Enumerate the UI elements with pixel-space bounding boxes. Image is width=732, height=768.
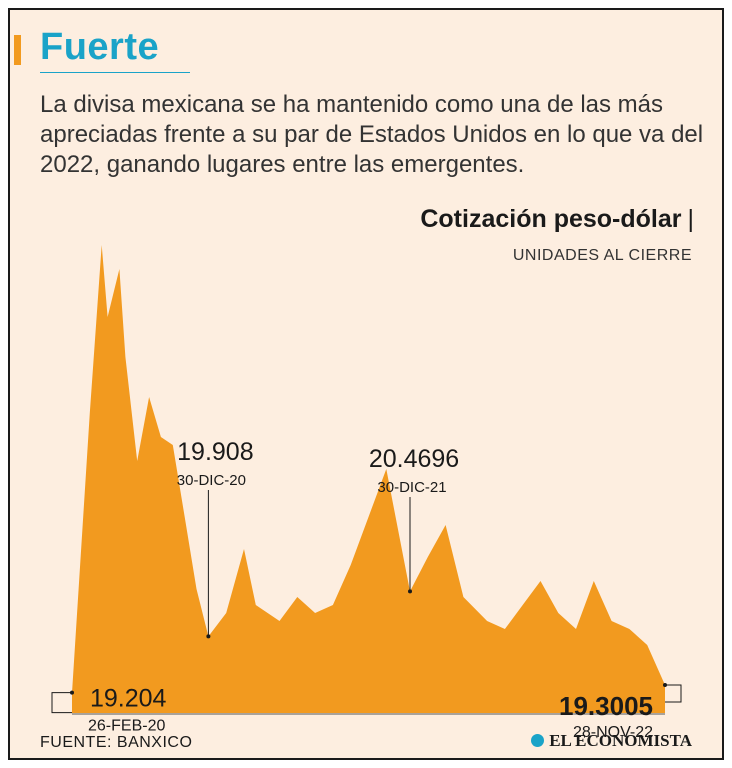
data-label-date: 30-DIC-20 [177, 472, 246, 489]
infographic-card: Fuerte La divisa mexicana se ha mantenid… [8, 8, 724, 760]
data-label-value: 19.204 [90, 685, 167, 713]
data-label-value: 19.908 [177, 438, 253, 466]
headline-rule [40, 72, 190, 73]
data-label-date: 28-NOV-22 [573, 724, 653, 741]
data-label-date: 30-DIC-21 [377, 479, 446, 496]
data-label-value: 19.3005 [559, 691, 653, 721]
data-label-date: 26-FEB-20 [88, 718, 165, 735]
point-marker [408, 589, 413, 594]
callout-bracket [51, 692, 72, 714]
headline-accent-bar [14, 35, 21, 65]
chart-subtitle: UNIDADES AL CIERRE [512, 247, 692, 264]
headline: Fuerte [40, 26, 160, 68]
chart-title: Cotización peso-dólar | [420, 205, 694, 233]
source-note: FUENTE: BANXICO [40, 734, 193, 751]
brand-name: EL ECONOMISTA [549, 731, 692, 750]
exchange-rate-area [72, 245, 665, 713]
data-label-value: 20.4696 [369, 445, 459, 473]
chart-plot: 19.204 26-FEB-20 19.908 30-DIC-20 20.4696 30-… [51, 245, 682, 741]
point-marker [206, 634, 211, 639]
brand-logo: EL ECONOMISTA [531, 731, 692, 751]
chart-title-text: Cotización peso-dólar [420, 205, 682, 233]
brand-globe-icon [531, 734, 545, 747]
lead-paragraph: La divisa mexicana se ha mantenido como … [40, 91, 704, 178]
callout-bracket [665, 684, 682, 703]
